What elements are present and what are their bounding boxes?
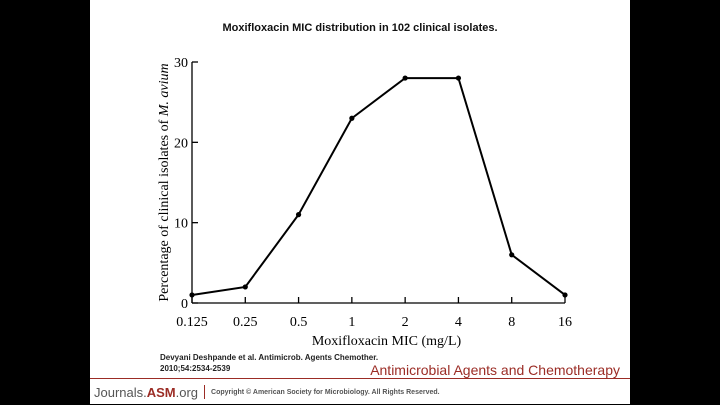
citation-line-1: Devyani Deshpande et al. Antimicrob. Age… — [160, 353, 379, 362]
line-chart: 0 10 20 30 0.125 0.25 0.5 1 2 4 8 16 Moxifloxacin MI… — [157, 56, 572, 349]
chart-title: Moxifloxacin MIC distribution in 102 cli… — [222, 22, 498, 34]
data-point-1 — [242, 284, 248, 290]
footer-divider — [204, 385, 206, 399]
x-axis-label: Moxifloxacin MIC (mg/L) — [312, 334, 462, 349]
data-point-0 — [189, 292, 195, 298]
data-point-6 — [509, 252, 515, 258]
x-tick-label-3: 1 — [348, 315, 355, 330]
y-tick-label-20: 20 — [174, 136, 188, 151]
logo-suffix: .org — [175, 384, 199, 400]
data-point-4 — [402, 75, 408, 81]
logo-prefix: Journals. — [94, 384, 147, 400]
y-tick-label-10: 10 — [174, 217, 188, 232]
x-tick-label-1: 0.25 — [233, 315, 257, 330]
citation: Devyani Deshpande et al. Antimicrob. Age… — [160, 352, 378, 374]
x-tick-label-7: 16 — [558, 315, 572, 330]
series-line — [191, 77, 566, 296]
data-point-5 — [455, 75, 462, 81]
x-tick-label-4: 2 — [402, 315, 409, 330]
y-axis-label-prefix: Percentage of clinical isolates of — [157, 116, 172, 301]
data-point-2 — [295, 212, 302, 218]
y-tick-label-30: 30 — [174, 56, 188, 71]
data-point-3 — [349, 115, 355, 121]
x-tick-label-0: 0.125 — [176, 315, 208, 330]
journal-name: Antimicrobial Agents and Chemotherapy — [370, 362, 620, 378]
footer: Journals.ASM.org Copyright © American So… — [90, 378, 630, 405]
y-tick-label-0: 0 — [181, 297, 188, 312]
x-tick-label-2: 0.5 — [290, 315, 308, 330]
data-point-7 — [562, 292, 568, 298]
citation-line-2: 2010;54:2534-2539 — [160, 364, 231, 373]
slide: Moxifloxacin MIC distribution in 102 cli… — [90, 0, 630, 404]
y-axis-label-species: M. avium — [157, 63, 172, 117]
copyright-text: Copyright © American Society for Microbi… — [211, 388, 440, 396]
x-tick-label-6: 8 — [508, 315, 515, 330]
x-tick-label-5: 4 — [455, 315, 462, 330]
journals-asm-logo[interactable]: Journals.ASM.org — [90, 385, 198, 400]
y-axis-label: Percentage of clinical isolates of M. av… — [157, 63, 172, 301]
logo-brand: ASM — [146, 384, 176, 400]
